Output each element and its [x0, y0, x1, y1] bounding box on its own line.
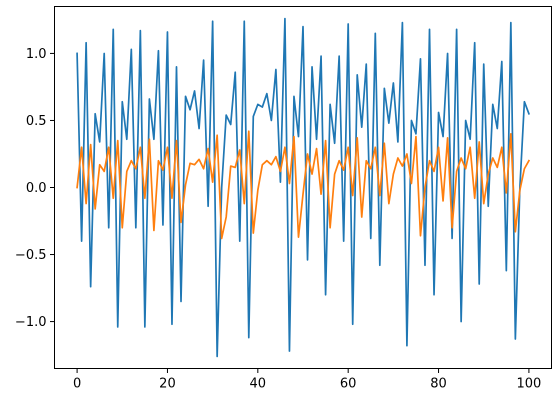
series-line-1: [76, 17, 531, 358]
y-tick-label: −1.0: [15, 315, 47, 330]
x-tick-label: 60: [340, 377, 357, 392]
series-layer: [76, 17, 531, 358]
x-tick-label: 20: [159, 377, 176, 392]
x-tick-label: 100: [516, 377, 541, 392]
series-line-2: [76, 130, 531, 240]
x-tick-label: 80: [430, 377, 447, 392]
y-tick-label: 0.5: [26, 114, 47, 129]
x-tick-label: 0: [73, 377, 81, 392]
x-tick-label: 40: [250, 377, 267, 392]
axis-layer: 0 20 40 60 80 100 −1.0 −0.5 0.0 0.5 1.0: [15, 47, 541, 392]
y-tick-label: −0.5: [15, 248, 47, 263]
y-tick-label: 0.0: [26, 181, 47, 196]
y-tick-label: 1.0: [26, 47, 47, 62]
